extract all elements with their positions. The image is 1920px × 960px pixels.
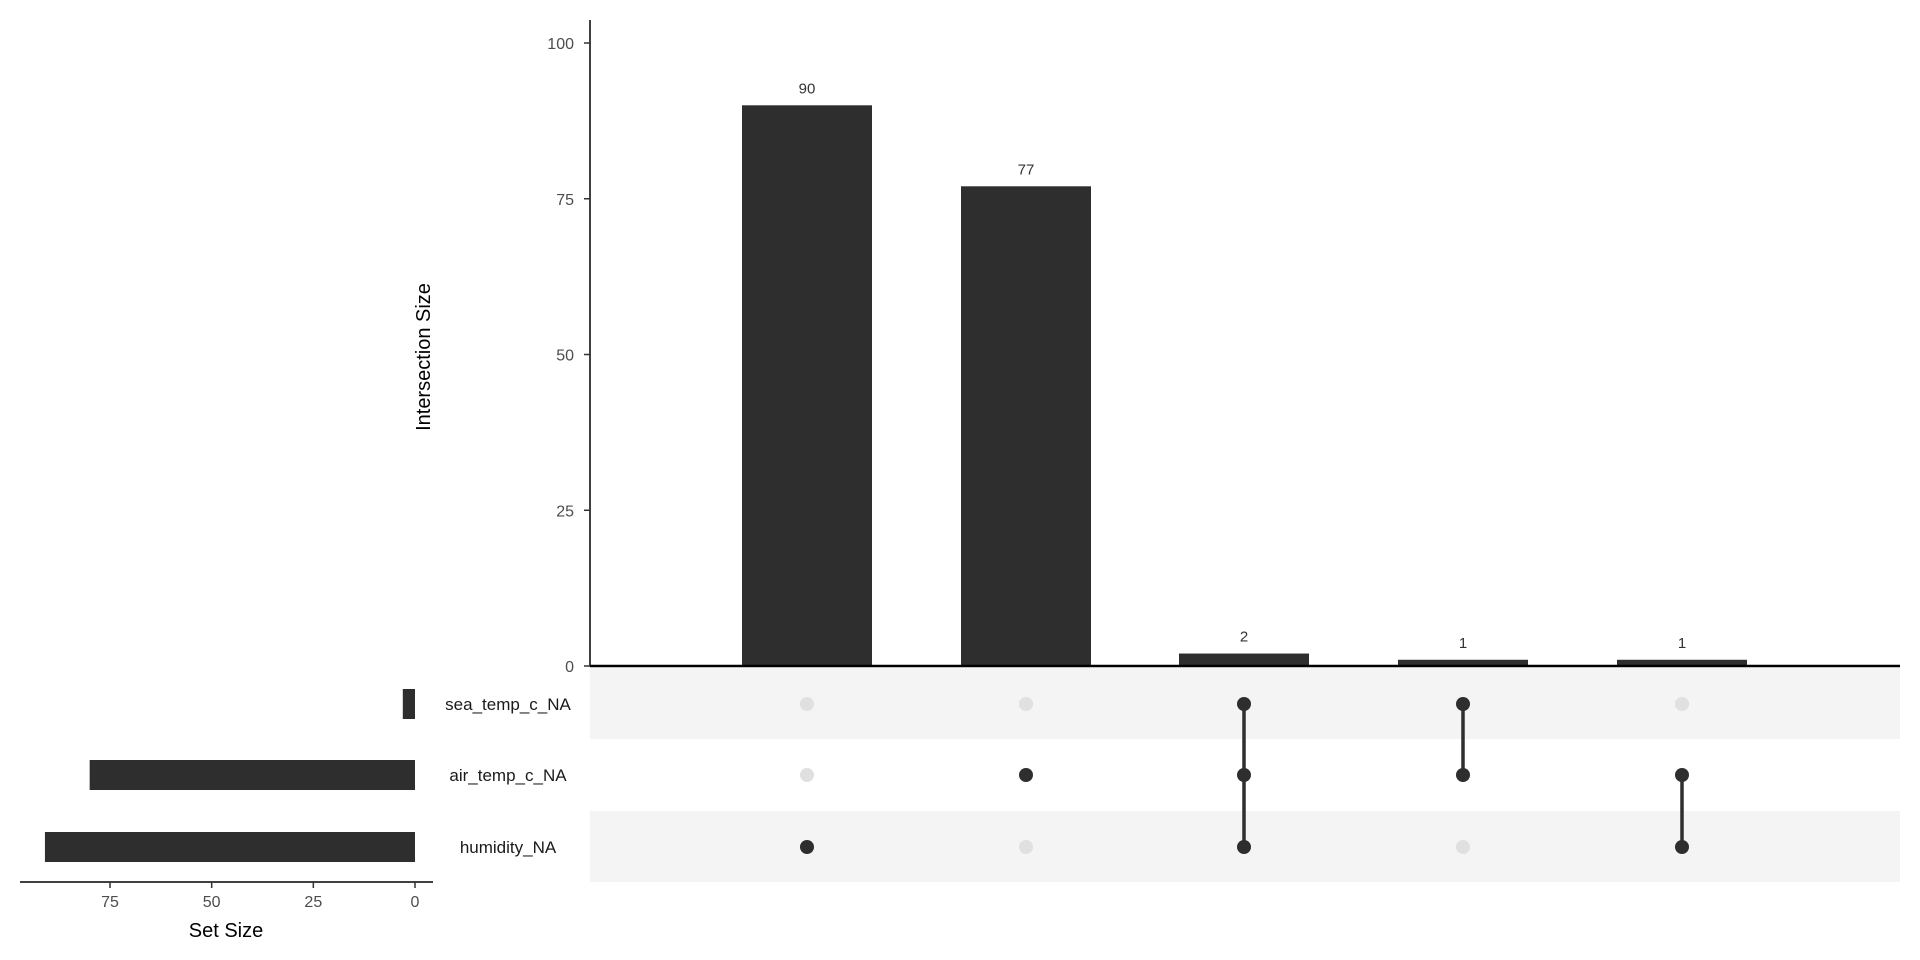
y-tick-label: 25 [556,503,574,520]
matrix-dot-inactive [1675,697,1689,711]
y-axis-title: Intersection Size [413,283,435,431]
matrix-dot-inactive [1456,840,1470,854]
set-size-axis: 75 50 25 0 [20,881,433,911]
y-tick-label: 0 [565,659,574,676]
intersection-bar [961,186,1091,667]
matrix-dot-inactive [800,768,814,782]
matrix-dot-active [1237,768,1251,782]
intersection-bar-labels: 90 77 2 1 1 [799,80,1687,651]
intersection-size-axis: 0 25 50 75 100 [547,20,1900,676]
matrix-dot-active [1456,768,1470,782]
y-tick-label: 50 [556,348,574,365]
set-size-tick-label: 25 [304,894,322,911]
matrix-dot-active [1237,697,1251,711]
matrix-dot-active [1675,840,1689,854]
intersection-bar [1617,659,1747,666]
intersection-matrix [800,697,1689,854]
matrix-dot-inactive [800,697,814,711]
set-label: air_temp_c_NA [449,766,567,785]
matrix-dot-active [800,840,814,854]
intersection-bar-label: 77 [1018,161,1035,178]
set-label: humidity_NA [460,838,557,857]
set-size-bars [44,689,416,862]
intersection-bar [1398,659,1528,666]
intersection-bar [742,105,872,667]
set-size-bar [402,689,415,719]
matrix-dot-active [1237,840,1251,854]
set-size-bar [44,832,415,862]
set-size-tick-label: 75 [101,894,119,911]
set-size-tick-label: 50 [203,894,221,911]
matrix-dot-active [1456,697,1470,711]
intersection-bar-label: 2 [1240,629,1248,646]
set-size-tick-label: 0 [411,894,420,911]
matrix-dot-inactive [1019,697,1033,711]
matrix-dot-active [1675,768,1689,782]
y-tick-label: 100 [547,36,574,53]
y-tick-label: 75 [556,192,574,209]
intersection-bar-label: 90 [799,80,816,97]
set-size-bar [89,760,416,790]
intersection-bars [742,105,1747,667]
intersection-bar [1179,653,1309,666]
matrix-dot-active [1019,768,1033,782]
matrix-dot-inactive [1019,840,1033,854]
intersection-bar-label: 1 [1459,635,1467,652]
set-labels: sea_temp_c_NA air_temp_c_NA humidity_NA [445,695,571,857]
intersection-bar-label: 1 [1678,635,1686,652]
set-label: sea_temp_c_NA [445,695,571,714]
set-size-axis-title: Set Size [189,920,263,942]
